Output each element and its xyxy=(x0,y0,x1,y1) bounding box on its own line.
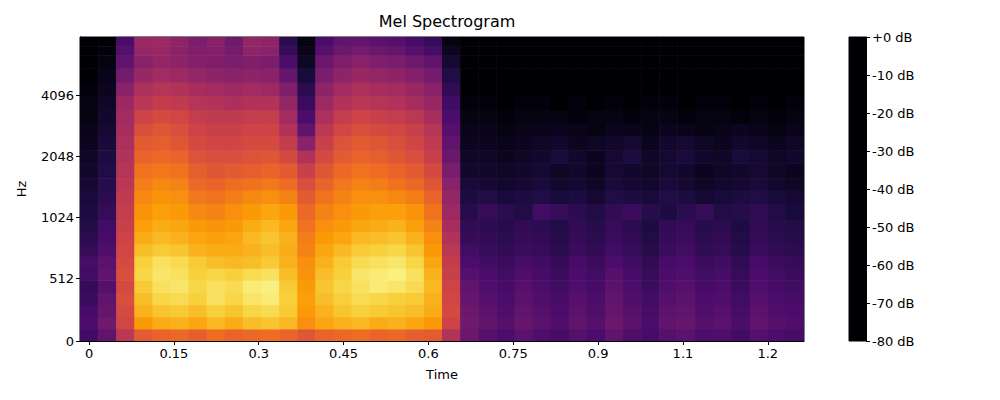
svg-text:2048: 2048 xyxy=(41,149,74,164)
svg-text:0.75: 0.75 xyxy=(499,346,528,361)
svg-text:1.2: 1.2 xyxy=(757,346,778,361)
svg-text:0: 0 xyxy=(66,334,74,349)
svg-text:0: 0 xyxy=(85,346,93,361)
svg-text:1.1: 1.1 xyxy=(673,346,694,361)
svg-text:0.3: 0.3 xyxy=(248,346,269,361)
svg-text:Mel Spectrogram: Mel Spectrogram xyxy=(379,12,516,31)
svg-text:-50 dB: -50 dB xyxy=(872,220,915,235)
svg-text:-80 dB: -80 dB xyxy=(872,334,915,349)
svg-text:Hz: Hz xyxy=(14,181,29,198)
svg-text:+0 dB: +0 dB xyxy=(872,30,912,45)
svg-text:0.9: 0.9 xyxy=(588,346,609,361)
svg-text:Time: Time xyxy=(425,367,458,382)
svg-text:4096: 4096 xyxy=(41,88,74,103)
svg-text:0.6: 0.6 xyxy=(418,346,439,361)
svg-text:1024: 1024 xyxy=(41,210,74,225)
svg-text:-60 dB: -60 dB xyxy=(872,258,915,273)
svg-text:-10 dB: -10 dB xyxy=(872,68,915,83)
svg-text:512: 512 xyxy=(49,271,74,286)
svg-text:-20 dB: -20 dB xyxy=(872,106,915,121)
svg-text:-40 dB: -40 dB xyxy=(872,182,915,197)
svg-text:-70 dB: -70 dB xyxy=(872,296,915,311)
svg-text:0.45: 0.45 xyxy=(329,346,358,361)
svg-text:-30 dB: -30 dB xyxy=(872,144,915,159)
svg-text:0.15: 0.15 xyxy=(159,346,188,361)
